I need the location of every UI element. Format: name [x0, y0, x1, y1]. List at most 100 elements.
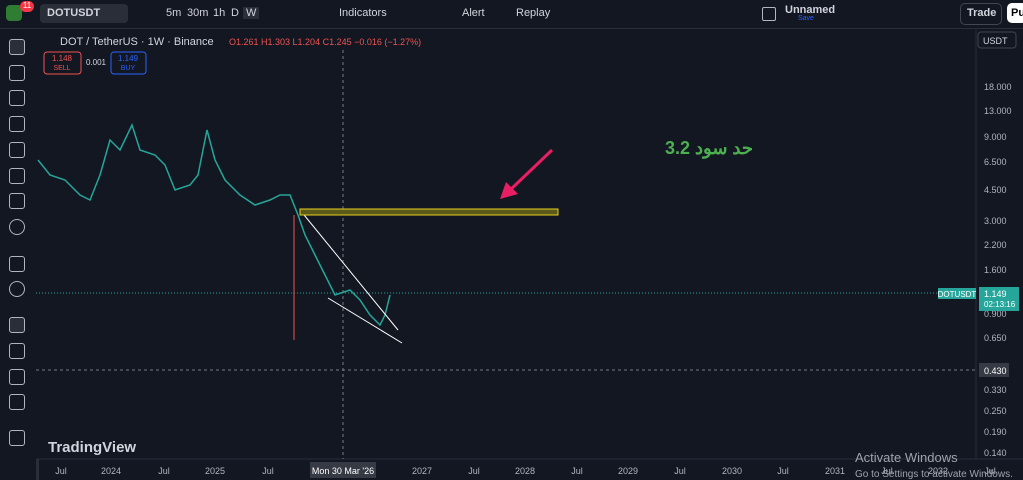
- tool[interactable]: [9, 343, 25, 359]
- logo: [6, 5, 22, 21]
- interval[interactable]: W: [243, 7, 260, 19]
- price-label: 13.000: [984, 106, 1012, 116]
- time-label: Jul: [571, 466, 583, 476]
- top-toolbar: 11 DOTUSDT 5m 30m 1h D W Indicators Aler…: [0, 0, 1023, 29]
- price-series: [37, 122, 391, 327]
- tool[interactable]: [9, 369, 25, 385]
- sell[interactable]: SELL: [53, 65, 70, 72]
- drawing-toolbar: [0, 29, 39, 480]
- buy-price[interactable]: 1.149: [118, 54, 139, 63]
- tool[interactable]: [9, 281, 25, 297]
- trendline[interactable]: [299, 209, 399, 331]
- branding: TradingView: [48, 439, 136, 456]
- trade-button[interactable]: [960, 3, 1002, 25]
- layout-status: Save: [798, 15, 814, 22]
- price-label: 0.190: [984, 427, 1007, 437]
- alert[interactable]: Alert: [462, 7, 485, 19]
- price-label: 6.500: [984, 157, 1007, 167]
- time-label: 2024: [101, 466, 121, 476]
- tool[interactable]: [9, 256, 25, 272]
- arrow[interactable]: [506, 148, 554, 194]
- interval[interactable]: 30m: [187, 7, 209, 19]
- tool[interactable]: [9, 430, 25, 446]
- symbol[interactable]: DOTUSDT: [47, 7, 101, 19]
- publish-button[interactable]: [1007, 3, 1023, 23]
- plot-bg: [36, 29, 976, 459]
- price-tag: 1.149: [984, 289, 1007, 299]
- legend-title: DOT / TetherUS · 1W · Binance: [60, 36, 214, 48]
- tool[interactable]: [9, 65, 25, 81]
- interval[interactable]: 5m: [166, 7, 182, 19]
- currency-box[interactable]: [977, 31, 1017, 49]
- tool[interactable]: [9, 116, 25, 132]
- interval[interactable]: 1h: [213, 7, 226, 19]
- tool[interactable]: [9, 142, 25, 158]
- time-label: Jul: [158, 466, 170, 476]
- price-label: 0.140: [984, 448, 1007, 458]
- badge: 11: [20, 1, 34, 12]
- sell-button[interactable]: [43, 51, 82, 75]
- price-label: 4.500: [984, 185, 1007, 195]
- price-label: 0.900: [984, 309, 1007, 319]
- annotation[interactable]: حد سود 3.2: [665, 138, 753, 159]
- trendline[interactable]: [327, 297, 403, 344]
- chart-area: حد سود 3.2 DOT / TetherUS · 1W · Binance…: [36, 29, 1023, 480]
- tool[interactable]: [9, 193, 25, 209]
- time-label: 2030: [722, 466, 742, 476]
- price-label: 0.650: [984, 333, 1007, 343]
- price-label: 0.330: [984, 385, 1007, 395]
- crosshair-date-bg: [310, 462, 376, 478]
- time-label: 2029: [618, 466, 638, 476]
- interval[interactable]: D: [231, 7, 239, 19]
- tool[interactable]: [9, 394, 25, 410]
- publish[interactable]: Pu: [1011, 7, 1023, 19]
- arrowhead: [500, 182, 518, 199]
- time-label: 2025: [205, 466, 225, 476]
- indicators[interactable]: Indicators: [339, 7, 387, 19]
- tool[interactable]: [9, 219, 25, 235]
- price-label: 3.000: [984, 216, 1007, 226]
- layout-name[interactable]: Unnamed: [785, 4, 836, 16]
- countdown: 02:13:16: [984, 300, 1016, 309]
- time-label: Jul: [777, 466, 789, 476]
- crosshair-price: 0.430: [984, 366, 1007, 376]
- ohlc: O1.261 H1.303 L1.204 C1.245 −0.016 (−1.2…: [229, 37, 421, 47]
- buy[interactable]: BUY: [121, 65, 136, 72]
- replay[interactable]: Replay: [516, 7, 551, 19]
- tool[interactable]: [9, 168, 25, 184]
- tool[interactable]: [9, 90, 25, 106]
- tool[interactable]: [9, 39, 25, 55]
- tag-symbol: DOTUSDT: [938, 290, 977, 299]
- time-label: Jul: [881, 466, 893, 476]
- crosshair-date: Mon 30 Mar '26: [312, 466, 374, 476]
- time-label: 2027: [412, 466, 432, 476]
- time-label: Jul: [468, 466, 480, 476]
- crosshair-price-bg: [979, 363, 1009, 377]
- time-label: Jul: [674, 466, 686, 476]
- target-zone[interactable]: [299, 208, 559, 216]
- sell-price[interactable]: 1.148: [52, 54, 73, 63]
- price-tag-bg: [979, 287, 1019, 311]
- time-label: Jul: [55, 466, 67, 476]
- watermark-title: Activate Windows: [855, 450, 958, 465]
- currency[interactable]: USDT: [983, 36, 1008, 46]
- price-label: 9.000: [984, 132, 1007, 142]
- checkbox[interactable]: [762, 7, 776, 21]
- time-label: 2028: [515, 466, 535, 476]
- price-label: 0.250: [984, 406, 1007, 416]
- symbol-box[interactable]: [40, 4, 128, 23]
- tag-symbol-bg: [938, 288, 976, 299]
- trade[interactable]: Trade: [967, 7, 997, 19]
- time-label: 2031: [825, 466, 845, 476]
- time-label: Jul: [262, 466, 274, 476]
- buy-button[interactable]: [110, 51, 147, 75]
- time-label: Jul: [984, 466, 996, 476]
- price-label: 2.200: [984, 240, 1007, 250]
- watermark-subtitle: Go to Settings to activate Windows.: [855, 469, 1013, 480]
- price-label: 18.000: [984, 82, 1012, 92]
- spread: 0.001: [86, 58, 107, 67]
- price-label: 1.600: [984, 265, 1007, 275]
- tool[interactable]: [9, 317, 25, 333]
- time-label: 2032: [928, 466, 948, 476]
